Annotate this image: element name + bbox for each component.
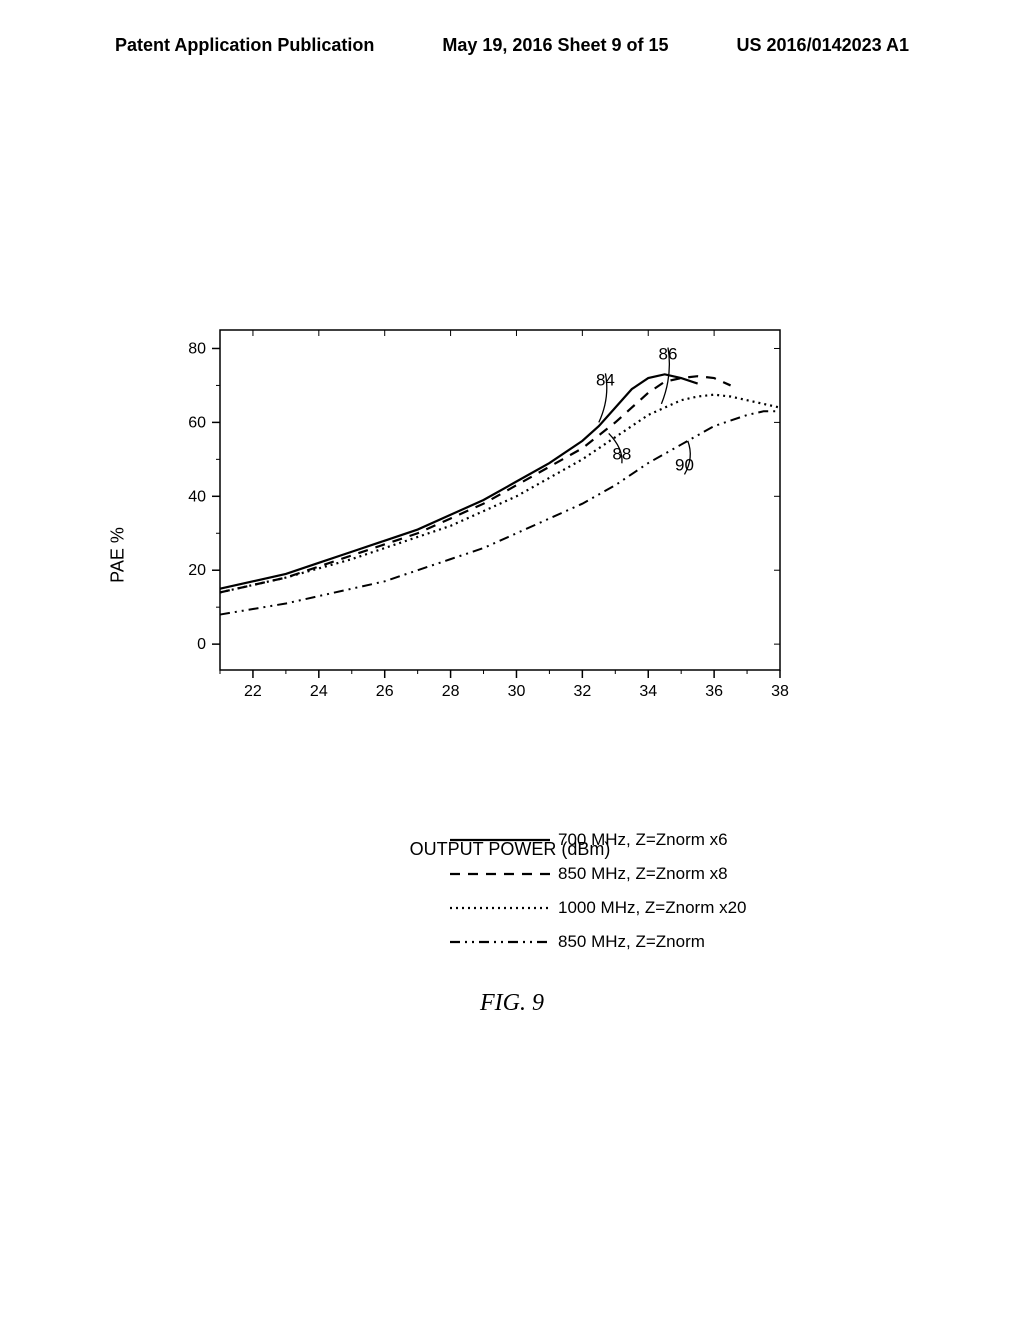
legend-line-icon (450, 898, 550, 918)
figure-label: FIG. 9 (0, 990, 1024, 1017)
legend-item: 700 MHz, Z=Znorm x6 (450, 830, 870, 850)
svg-text:86: 86 (659, 345, 678, 364)
svg-text:0: 0 (197, 636, 206, 653)
svg-text:22: 22 (244, 683, 262, 700)
svg-text:24: 24 (310, 683, 328, 700)
header-right: US 2016/0142023 A1 (737, 35, 909, 56)
legend-label: 850 MHz, Z=Znorm (558, 932, 705, 952)
header-left: Patent Application Publication (115, 35, 374, 56)
svg-text:60: 60 (188, 414, 206, 431)
svg-text:90: 90 (675, 455, 694, 474)
legend-label: 1000 MHz, Z=Znorm x20 (558, 898, 747, 918)
svg-text:36: 36 (705, 683, 723, 700)
y-axis-label: PAE % (107, 527, 128, 583)
svg-text:38: 38 (771, 683, 789, 700)
legend-item: 1000 MHz, Z=Znorm x20 (450, 898, 870, 918)
legend-line-icon (450, 932, 550, 952)
legend-label: 850 MHz, Z=Znorm x8 (558, 864, 728, 884)
svg-text:20: 20 (188, 562, 206, 579)
legend-item: 850 MHz, Z=Znorm x8 (450, 864, 870, 884)
chart-svg: 02040608022242628303234363884868890 (140, 310, 880, 800)
svg-text:40: 40 (188, 488, 206, 505)
svg-text:28: 28 (442, 683, 460, 700)
svg-text:84: 84 (596, 370, 615, 389)
header-center: May 19, 2016 Sheet 9 of 15 (442, 35, 668, 56)
legend-item: 850 MHz, Z=Znorm (450, 932, 870, 952)
svg-text:34: 34 (639, 683, 657, 700)
legend: 700 MHz, Z=Znorm x6 850 MHz, Z=Znorm x8 10… (450, 830, 870, 966)
legend-line-icon (450, 864, 550, 884)
pae-chart: 02040608022242628303234363884868890 PAE … (140, 310, 880, 800)
svg-text:26: 26 (376, 683, 394, 700)
legend-label: 700 MHz, Z=Znorm x6 (558, 830, 728, 850)
svg-text:30: 30 (508, 683, 526, 700)
svg-text:80: 80 (188, 340, 206, 357)
svg-text:32: 32 (573, 683, 591, 700)
page-header: Patent Application Publication May 19, 2… (0, 35, 1024, 56)
legend-line-icon (450, 830, 550, 850)
